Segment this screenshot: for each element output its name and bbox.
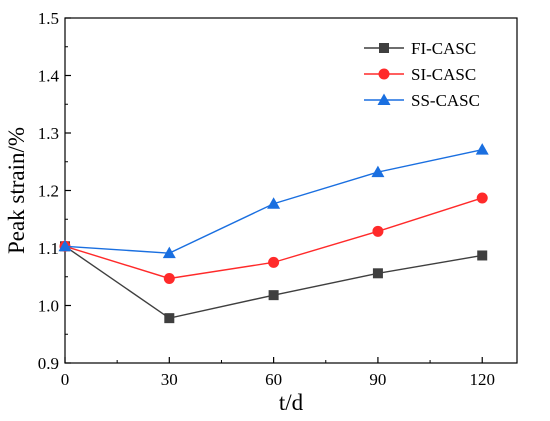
legend-item: SS-CASC [364, 91, 480, 110]
series-ss-casc [58, 143, 489, 259]
x-ticks: 0 30 60 90 120 [61, 357, 495, 389]
legend-marker [378, 68, 390, 80]
y-tick-label: 1.0 [38, 297, 59, 316]
data-point [371, 165, 385, 178]
data-point [372, 225, 384, 237]
data-point [372, 268, 383, 279]
data-point [267, 197, 281, 209]
data-point [163, 272, 175, 284]
data-point [268, 256, 280, 268]
legend-marker [379, 43, 389, 53]
legend-label: SI-CASC [411, 65, 476, 84]
series-si-casc [59, 192, 488, 284]
x-tick-label: 120 [469, 370, 495, 389]
series-layer [58, 143, 489, 324]
legend-label: FI-CASC [411, 39, 476, 58]
legend-marker [377, 93, 391, 105]
data-point [162, 246, 176, 259]
data-point [58, 239, 72, 252]
y-axis-label: Peak strain/% [4, 127, 29, 254]
y-tick-label: 1.5 [38, 9, 59, 28]
series-fi-casc [60, 241, 488, 324]
x-axis-label: t/d [279, 390, 304, 415]
y-tick-label: 0.9 [38, 354, 59, 373]
data-point [477, 250, 488, 261]
legend-item: FI-CASC [364, 39, 476, 58]
data-point [475, 143, 489, 155]
x-tick-label: 30 [161, 370, 178, 389]
data-point [476, 192, 488, 204]
y-tick-label: 1.2 [38, 182, 59, 201]
data-point [268, 290, 279, 301]
data-point [164, 313, 175, 324]
y-tick-label: 1.3 [38, 124, 59, 143]
x-tick-label: 60 [265, 370, 282, 389]
x-tick-label: 0 [61, 370, 70, 389]
legend-label: SS-CASC [411, 91, 480, 110]
legend-item: SI-CASC [364, 65, 476, 84]
legend: FI-CASC SI-CASC SS-CASC [364, 39, 480, 110]
y-tick-label: 1.4 [38, 67, 60, 86]
y-ticks: 0.9 1.0 1.1 1.2 1.3 1.4 1.5 [38, 9, 71, 373]
x-tick-label: 90 [369, 370, 386, 389]
y-tick-label: 1.1 [38, 239, 59, 258]
